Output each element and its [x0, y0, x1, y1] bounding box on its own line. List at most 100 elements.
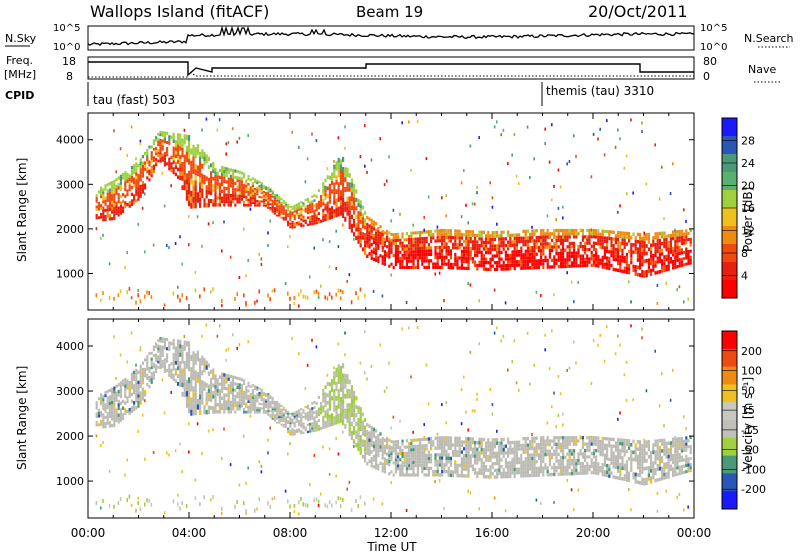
power-cell	[159, 152, 162, 155]
power-cell	[680, 242, 683, 246]
power-cell	[238, 136, 241, 140]
power-cell	[566, 232, 569, 236]
velocity-cell	[368, 445, 371, 449]
power-cell	[139, 191, 142, 195]
velocity-cell	[333, 375, 336, 381]
velocity-cell	[372, 458, 375, 462]
power-cell	[597, 232, 600, 236]
velocity-cell	[181, 373, 184, 378]
velocity-cell	[181, 349, 184, 355]
velocity-cell	[566, 368, 568, 372]
power-cell	[606, 263, 609, 267]
velocity-cell	[234, 394, 237, 398]
velocity-cell	[291, 428, 294, 430]
velocity-cell	[377, 453, 380, 458]
nave-series	[88, 70, 694, 78]
power-cell	[636, 240, 639, 244]
power-cell	[135, 199, 138, 203]
power-cell	[647, 269, 650, 273]
velocity-cell	[379, 445, 382, 449]
velocity-cell	[454, 446, 457, 451]
power-cell	[115, 191, 118, 195]
power-cell	[104, 202, 107, 206]
power-cell	[623, 242, 626, 246]
power-cell	[236, 197, 239, 201]
velocity-cell	[181, 501, 183, 506]
power-cell	[366, 240, 369, 244]
velocity-cell	[300, 423, 303, 426]
power-cell	[478, 260, 481, 264]
velocity-cell	[240, 392, 243, 396]
power-cell	[172, 153, 175, 157]
velocity-cell	[201, 385, 204, 391]
power-cell	[432, 265, 435, 269]
velocity-cell	[172, 373, 175, 378]
power-cell	[524, 239, 527, 243]
power-cell	[254, 187, 257, 191]
power-cell	[126, 172, 129, 177]
power-cell	[434, 249, 437, 253]
velocity-cell	[454, 443, 457, 447]
velocity-cell	[375, 429, 378, 433]
power-cell	[518, 240, 521, 244]
nsky-label: N.Sky	[5, 32, 37, 45]
power-cell	[639, 232, 642, 237]
power-cell	[227, 177, 230, 181]
power-cell	[427, 233, 430, 237]
power-cell	[533, 246, 536, 250]
power-cell	[581, 235, 584, 239]
power-cell	[500, 240, 503, 245]
power-cell	[526, 242, 529, 247]
power-cell	[573, 251, 576, 255]
velocity-cell	[146, 383, 149, 387]
velocity-cell	[201, 380, 204, 386]
velocity-cell	[216, 389, 219, 393]
power-cell	[218, 203, 221, 207]
power-cell	[313, 217, 316, 220]
power-cell	[361, 247, 364, 252]
power-cell	[335, 292, 337, 297]
power-cell	[243, 203, 246, 207]
power-cell	[375, 235, 378, 239]
velocity-cell	[544, 439, 547, 443]
velocity-cell	[531, 467, 534, 471]
velocity-cell	[372, 444, 375, 448]
power-cell	[386, 236, 389, 240]
velocity-cell	[344, 383, 347, 389]
power-cell	[135, 175, 138, 180]
power-cell	[524, 243, 527, 247]
power-cell	[117, 176, 120, 180]
velocity-cell	[531, 463, 534, 467]
velocity-cell	[520, 474, 523, 478]
power-cell	[150, 154, 153, 157]
power-cell	[139, 158, 142, 162]
velocity-cell	[405, 464, 408, 468]
velocity-cell	[524, 460, 527, 464]
power-cell	[218, 199, 221, 204]
power-cell	[465, 256, 468, 260]
velocity-cell	[445, 439, 448, 443]
velocity-cell	[566, 472, 569, 476]
power-cell	[636, 258, 639, 262]
power-cell	[533, 157, 535, 161]
velocity-cell	[397, 446, 400, 450]
power-cell	[546, 214, 549, 218]
power-cell	[579, 264, 582, 268]
velocity-cell	[476, 397, 478, 401]
power-cell	[183, 128, 186, 132]
power-cell	[608, 236, 611, 241]
velocity-cell	[513, 447, 516, 451]
power-cell	[405, 253, 408, 257]
velocity-cell	[339, 376, 342, 382]
velocity-cell	[491, 438, 494, 442]
power-cell	[441, 245, 444, 249]
power-cell	[199, 202, 202, 208]
power-cell	[621, 238, 624, 242]
power-cell	[511, 240, 514, 244]
power-cell	[326, 209, 329, 213]
power-cell	[201, 149, 204, 155]
power-cell	[199, 182, 202, 188]
power-cell	[507, 263, 510, 268]
power-cell	[245, 274, 247, 278]
power-cell	[97, 190, 100, 194]
